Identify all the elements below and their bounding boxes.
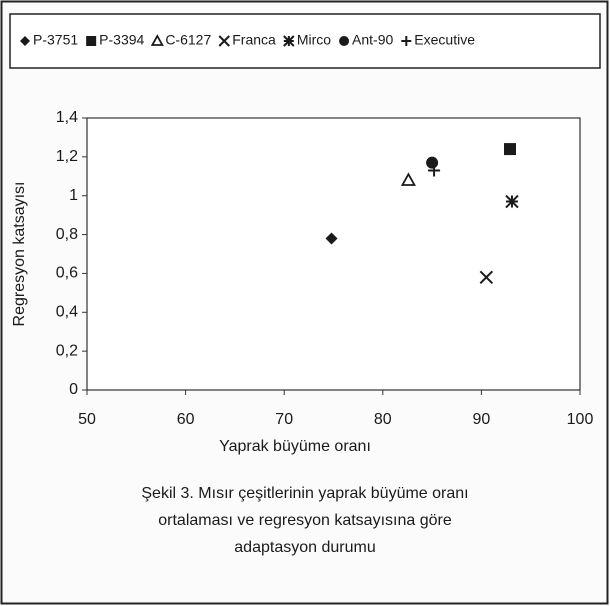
x-tick-label: 90 (473, 411, 491, 428)
marker (428, 164, 441, 177)
y-tick-label: 0,4 (56, 304, 78, 321)
legend-marker (401, 36, 412, 46)
marker (503, 143, 516, 156)
x-tick-label: 70 (275, 411, 293, 428)
x-tick-label: 50 (78, 411, 96, 428)
x-tick-label: 100 (567, 411, 594, 428)
marker (426, 156, 439, 169)
marker (400, 172, 416, 186)
legend-label: P-3394 (99, 32, 144, 48)
y-tick-label: 0,8 (56, 226, 78, 243)
x-tick-label: 60 (177, 411, 195, 428)
marker (479, 270, 494, 285)
legend-label: Mirco (297, 32, 331, 48)
legend-marker (86, 36, 97, 46)
y-axis-label: Regresyon katsayısı (11, 182, 28, 327)
legend-marker (150, 34, 164, 46)
y-tick-label: 0,6 (56, 265, 78, 282)
x-tick-label: 80 (374, 411, 392, 428)
legend-label: Franca (232, 32, 276, 48)
legend-marker (339, 36, 350, 46)
y-tick-label: 1,4 (56, 109, 78, 126)
marker (325, 232, 338, 245)
legend-label: P-3751 (33, 32, 78, 48)
legend-label: Executive (414, 32, 475, 48)
legend-marker (20, 36, 30, 46)
legend-label: Ant-90 (352, 32, 393, 48)
y-tick-label: 1,2 (56, 148, 78, 165)
marker (505, 194, 519, 209)
legend-marker (283, 35, 295, 47)
caption: ortalaması ve regresyon katsayısına göre (158, 512, 452, 529)
x-axis-label: Yaprak büyüme oranı (219, 438, 371, 455)
caption: Şekil 3. Mısır çeşitlerinin yaprak büyüm… (141, 485, 468, 502)
caption: adaptasyon durumu (234, 539, 375, 556)
legend-label: C-6127 (165, 32, 211, 48)
plot-area (86, 117, 581, 391)
y-tick-label: 0,2 (56, 342, 78, 359)
legend-marker (218, 35, 230, 47)
y-tick-label: 1 (69, 187, 78, 204)
legend-box (9, 13, 601, 69)
y-tick-label: 0 (69, 381, 78, 398)
